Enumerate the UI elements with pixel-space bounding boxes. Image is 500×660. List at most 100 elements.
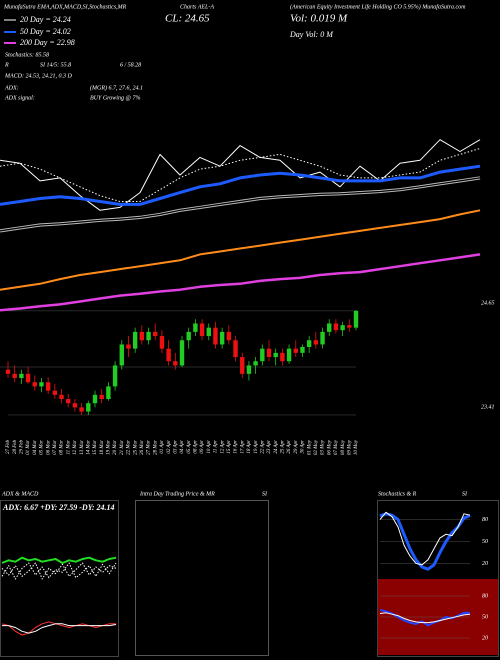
x-tick-label: 14 Mar (86, 440, 91, 455)
candle-body (25, 373, 31, 383)
candle-body (159, 336, 165, 349)
x-tick-label: 17 Apr (240, 440, 245, 454)
x-tick-label: 05 Mar (40, 440, 45, 455)
stat-text: Stochastics: 85.58 (5, 52, 49, 58)
candle-body (112, 365, 118, 387)
panel-title: Intra Day Trading Price & MR (139, 491, 215, 497)
x-tick-label: 19 Mar (107, 440, 112, 455)
x-tick-label: 20 Mar (113, 440, 118, 455)
candle-body (280, 352, 285, 362)
candle-body (193, 323, 198, 332)
candle-body (213, 327, 218, 345)
x-tick-label: 19 Apr (254, 440, 259, 454)
x-tick-label: 26 Mar (140, 440, 145, 455)
series-line (379, 612, 471, 624)
candle-body (126, 344, 131, 349)
series-line (0, 209, 481, 291)
candle-body (66, 399, 71, 404)
x-tick-label: 15 Apr (227, 440, 232, 454)
candle-body (5, 369, 11, 374)
candle-body (119, 344, 124, 366)
candle-body (300, 346, 305, 353)
x-tick-label: 26 Apr (287, 440, 292, 454)
x-tick-label: 28 Feb (13, 440, 18, 455)
x-tick-label: 12 Mar (73, 440, 78, 455)
y-tick-label: 80 (482, 593, 488, 599)
series-line (0, 253, 481, 312)
x-tick-label: 02 May (314, 439, 319, 455)
legend-entry: 20 Day = 24.24 (20, 15, 71, 24)
volume: Vol: 0.019 M (290, 13, 348, 25)
candle-body (186, 331, 191, 341)
y-tick-label: 20 (482, 561, 488, 567)
x-tick-label: 18 Mar (100, 440, 105, 455)
candle-body (32, 382, 37, 387)
stat-text: R (4, 62, 9, 68)
candle-body (253, 361, 258, 366)
header-text: (American Equity Investment Life Holding… (290, 3, 466, 10)
candle-body (45, 382, 51, 391)
x-tick-label: 06 May (327, 439, 332, 455)
x-tick-label: 09 May (347, 439, 352, 455)
series-line (0, 164, 481, 206)
candle-body (39, 382, 44, 387)
x-tick-label: 03 Apr (173, 440, 178, 454)
x-tick-label: 29 Feb (20, 440, 25, 455)
stat-text: ADX signal: (4, 95, 35, 101)
candle-body (219, 331, 225, 345)
candle-body (139, 331, 145, 341)
series-line (1, 556, 117, 564)
y-tick-label: 50 (482, 539, 488, 545)
candle-body (233, 340, 238, 358)
candle-body (199, 323, 205, 337)
x-tick-label: 08 Mar (60, 440, 65, 455)
x-tick-label: 15 Mar (93, 440, 98, 455)
y-tick-label: 24.65 (481, 299, 495, 306)
panel-frame (377, 500, 499, 657)
legend-entry: 200 Day = 22.98 (20, 38, 75, 47)
series-line (0, 148, 481, 202)
x-tick-label: 25 Apr (281, 440, 286, 454)
series-line (379, 512, 471, 571)
panel-title: Stochastics & R (378, 491, 417, 497)
candle-body (173, 361, 178, 366)
candle-body (327, 323, 332, 332)
candle-body (313, 340, 319, 345)
series-line (2, 623, 117, 634)
panel-title: ADX & MACD (1, 491, 39, 497)
candle-body (72, 403, 78, 408)
stat-text: (MGR) 6.7, 27.6, 24.1 (90, 84, 143, 91)
x-tick-label: 08 May (341, 439, 346, 455)
header-text: MunafaSutra EMA,ADX,MACD,SI,Stochastics,… (3, 3, 127, 10)
candle-body (240, 357, 245, 374)
x-tick-label: 27 Feb (6, 440, 11, 455)
x-tick-label: 09 Apr (200, 440, 205, 454)
panel-title: SI (262, 491, 268, 497)
candle-body (59, 394, 64, 400)
series-line (1, 562, 117, 580)
stat-text: MACD: 24.53, 24.21, 0.3 D (4, 72, 72, 79)
x-tick-label: 21 Mar (120, 440, 125, 455)
candle-body (146, 331, 151, 341)
series-line (379, 511, 471, 566)
stat-text: BUY Growing @ 7% (90, 95, 140, 101)
y-tick-label: 23.41 (481, 403, 495, 410)
legend-entry: 50 Day = 24.02 (20, 27, 71, 36)
candle-body (106, 386, 111, 400)
x-tick-label: 25 Mar (133, 440, 138, 455)
candle-body (19, 373, 24, 379)
stat-text: 6 / 58.28 (120, 62, 141, 68)
y-tick-label: 50 (482, 614, 488, 620)
x-tick-label: 01 Apr (160, 440, 165, 454)
candle-body (79, 407, 84, 412)
x-tick-label: 06 Mar (46, 440, 51, 455)
candle-body (320, 331, 325, 345)
x-tick-label: 30 Apr (301, 440, 306, 454)
candle-body (92, 394, 98, 404)
candle-body (333, 323, 339, 331)
x-tick-label: 23 Apr (267, 440, 272, 454)
x-tick-label: 22 Mar (127, 440, 132, 455)
candle-body (132, 331, 138, 349)
adx-readout: ADX: 6.67 +DY: 27.59 -DY: 24.14 (2, 503, 115, 512)
